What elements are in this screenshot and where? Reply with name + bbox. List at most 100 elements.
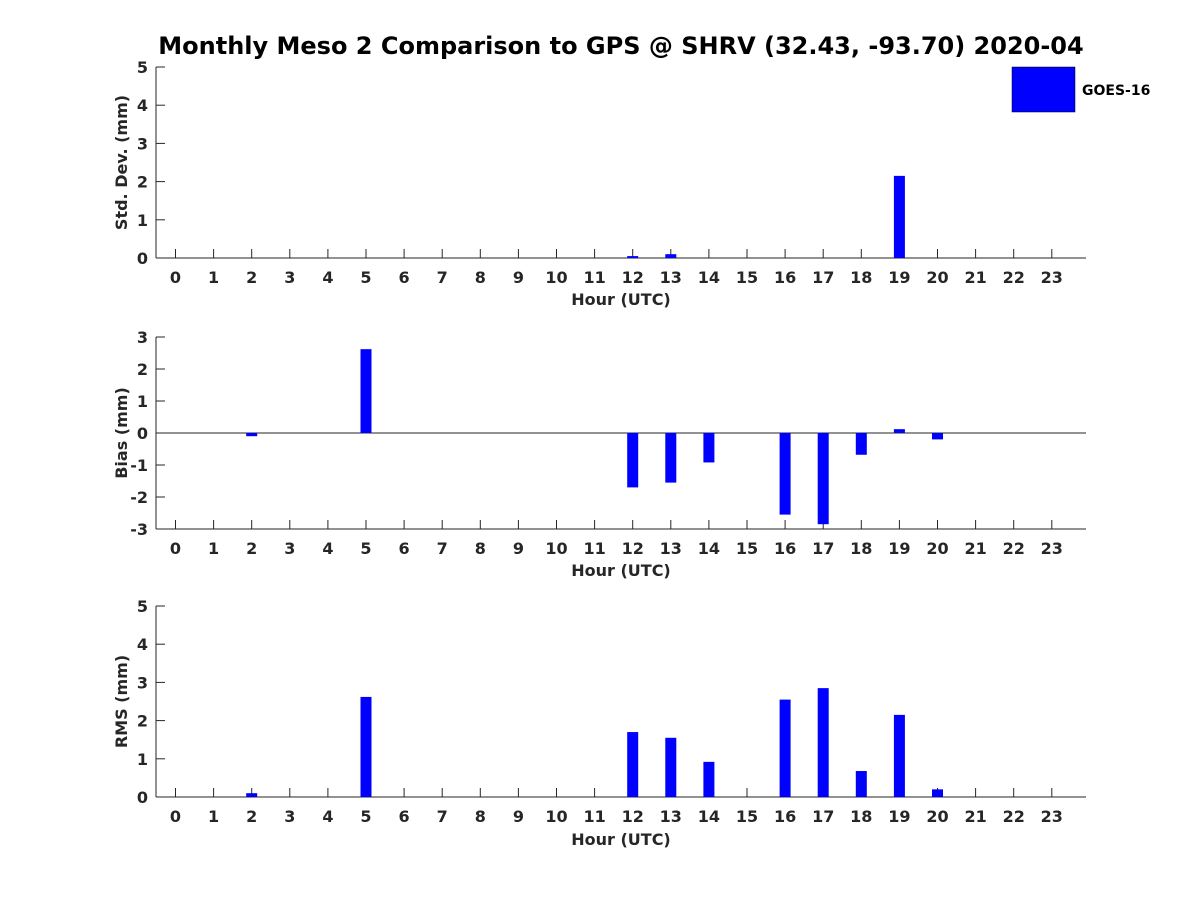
bar-hour-16 xyxy=(779,699,791,797)
x-tick-label: 2 xyxy=(246,539,257,558)
chart-title: Monthly Meso 2 Comparison to GPS @ SHRV … xyxy=(158,32,1083,60)
y-tick-label: 3 xyxy=(137,328,148,347)
x-tick-label: 6 xyxy=(399,268,410,287)
x-tick-label: 1 xyxy=(208,539,219,558)
bar-hour-19 xyxy=(893,714,905,797)
x-tick-label: 12 xyxy=(622,539,644,558)
x-tick-label: 3 xyxy=(284,807,295,826)
bar-hour-12 xyxy=(627,732,639,797)
x-tick-label: 8 xyxy=(475,807,486,826)
bar-hour-13 xyxy=(665,254,677,258)
y-tick-label: -1 xyxy=(130,456,148,475)
x-tick-label: 0 xyxy=(170,268,181,287)
x-tick-label: 16 xyxy=(774,807,796,826)
legend: GOES-16 xyxy=(1011,66,1150,113)
x-tick-label: 15 xyxy=(736,268,758,287)
x-tick-label: 20 xyxy=(926,807,948,826)
bar-hour-16 xyxy=(779,433,791,515)
x-tick-label: 8 xyxy=(475,539,486,558)
y-tick-label: 1 xyxy=(137,750,148,769)
legend-swatch xyxy=(1011,66,1076,113)
y-axis-label: RMS (mm) xyxy=(112,655,131,748)
x-tick-label: 15 xyxy=(736,539,758,558)
x-tick-label: 1 xyxy=(208,807,219,826)
x-tick-label: 23 xyxy=(1041,268,1063,287)
y-tick-label: 4 xyxy=(137,96,148,115)
bar-hour-14 xyxy=(703,433,715,463)
x-tick-label: 16 xyxy=(774,539,796,558)
x-tick-label: 7 xyxy=(437,268,448,287)
y-tick-label: 1 xyxy=(137,392,148,411)
x-tick-label: 14 xyxy=(698,268,720,287)
bar-hour-19 xyxy=(893,429,905,433)
x-tick-label: 21 xyxy=(964,268,986,287)
y-tick-label: -3 xyxy=(130,520,148,539)
bar-hour-12 xyxy=(627,433,639,488)
legend-label: GOES-16 xyxy=(1082,83,1150,99)
x-tick-label: 19 xyxy=(888,539,910,558)
x-tick-label: 11 xyxy=(583,268,605,287)
y-tick-label: 0 xyxy=(137,249,148,268)
x-tick-label: 5 xyxy=(360,539,371,558)
x-tick-label: 21 xyxy=(964,807,986,826)
x-tick-label: 18 xyxy=(850,807,872,826)
y-tick-label: 0 xyxy=(137,424,148,443)
x-tick-label: 7 xyxy=(437,807,448,826)
x-tick-label: 8 xyxy=(475,268,486,287)
x-tick-label: 18 xyxy=(850,539,872,558)
x-tick-label: 10 xyxy=(545,539,567,558)
y-axis-label: Std. Dev. (mm) xyxy=(112,95,131,230)
bar-hour-18 xyxy=(855,771,867,797)
x-tick-label: 1 xyxy=(208,268,219,287)
bar-hour-12 xyxy=(627,256,639,258)
bar-hour-17 xyxy=(817,688,829,797)
bar-hour-13 xyxy=(665,433,677,483)
bar-hour-17 xyxy=(817,433,829,525)
x-tick-label: 10 xyxy=(545,268,567,287)
x-tick-label: 14 xyxy=(698,539,720,558)
x-tick-label: 13 xyxy=(660,268,682,287)
x-axis-label: Hour (UTC) xyxy=(571,830,671,849)
bar-hour-18 xyxy=(855,433,867,455)
bar-hour-5 xyxy=(360,349,372,433)
y-tick-label: 4 xyxy=(137,635,148,654)
x-tick-label: 13 xyxy=(660,539,682,558)
y-axis-label: Bias (mm) xyxy=(112,387,131,479)
bar-hour-19 xyxy=(893,175,905,258)
x-tick-label: 21 xyxy=(964,539,986,558)
x-tick-label: 7 xyxy=(437,539,448,558)
y-tick-label: 1 xyxy=(137,211,148,230)
x-tick-label: 4 xyxy=(322,268,333,287)
y-tick-label: 2 xyxy=(137,360,148,379)
x-tick-label: 9 xyxy=(513,539,524,558)
x-tick-label: 17 xyxy=(812,268,834,287)
y-tick-label: 3 xyxy=(137,134,148,153)
x-tick-label: 2 xyxy=(246,268,257,287)
y-tick-label: 5 xyxy=(137,58,148,77)
bar-hour-20 xyxy=(932,433,943,440)
y-tick-label: 0 xyxy=(137,788,148,807)
x-tick-label: 19 xyxy=(888,807,910,826)
x-tick-label: 17 xyxy=(812,539,834,558)
y-tick-label: 2 xyxy=(137,173,148,192)
x-tick-label: 4 xyxy=(322,807,333,826)
x-tick-label: 10 xyxy=(545,807,567,826)
x-tick-label: 11 xyxy=(583,807,605,826)
bar-hour-13 xyxy=(665,737,677,797)
x-tick-label: 22 xyxy=(1003,807,1025,826)
x-tick-label: 20 xyxy=(926,539,948,558)
x-tick-label: 4 xyxy=(322,539,333,558)
x-tick-label: 23 xyxy=(1041,807,1063,826)
x-tick-label: 11 xyxy=(583,539,605,558)
x-axis-label: Hour (UTC) xyxy=(571,290,671,309)
x-tick-label: 5 xyxy=(360,268,371,287)
x-tick-label: 9 xyxy=(513,807,524,826)
x-tick-label: 3 xyxy=(284,268,295,287)
x-tick-label: 12 xyxy=(622,268,644,287)
bar-hour-20 xyxy=(932,789,943,797)
x-tick-label: 22 xyxy=(1003,268,1025,287)
x-tick-label: 9 xyxy=(513,268,524,287)
x-axis-label: Hour (UTC) xyxy=(571,561,671,580)
